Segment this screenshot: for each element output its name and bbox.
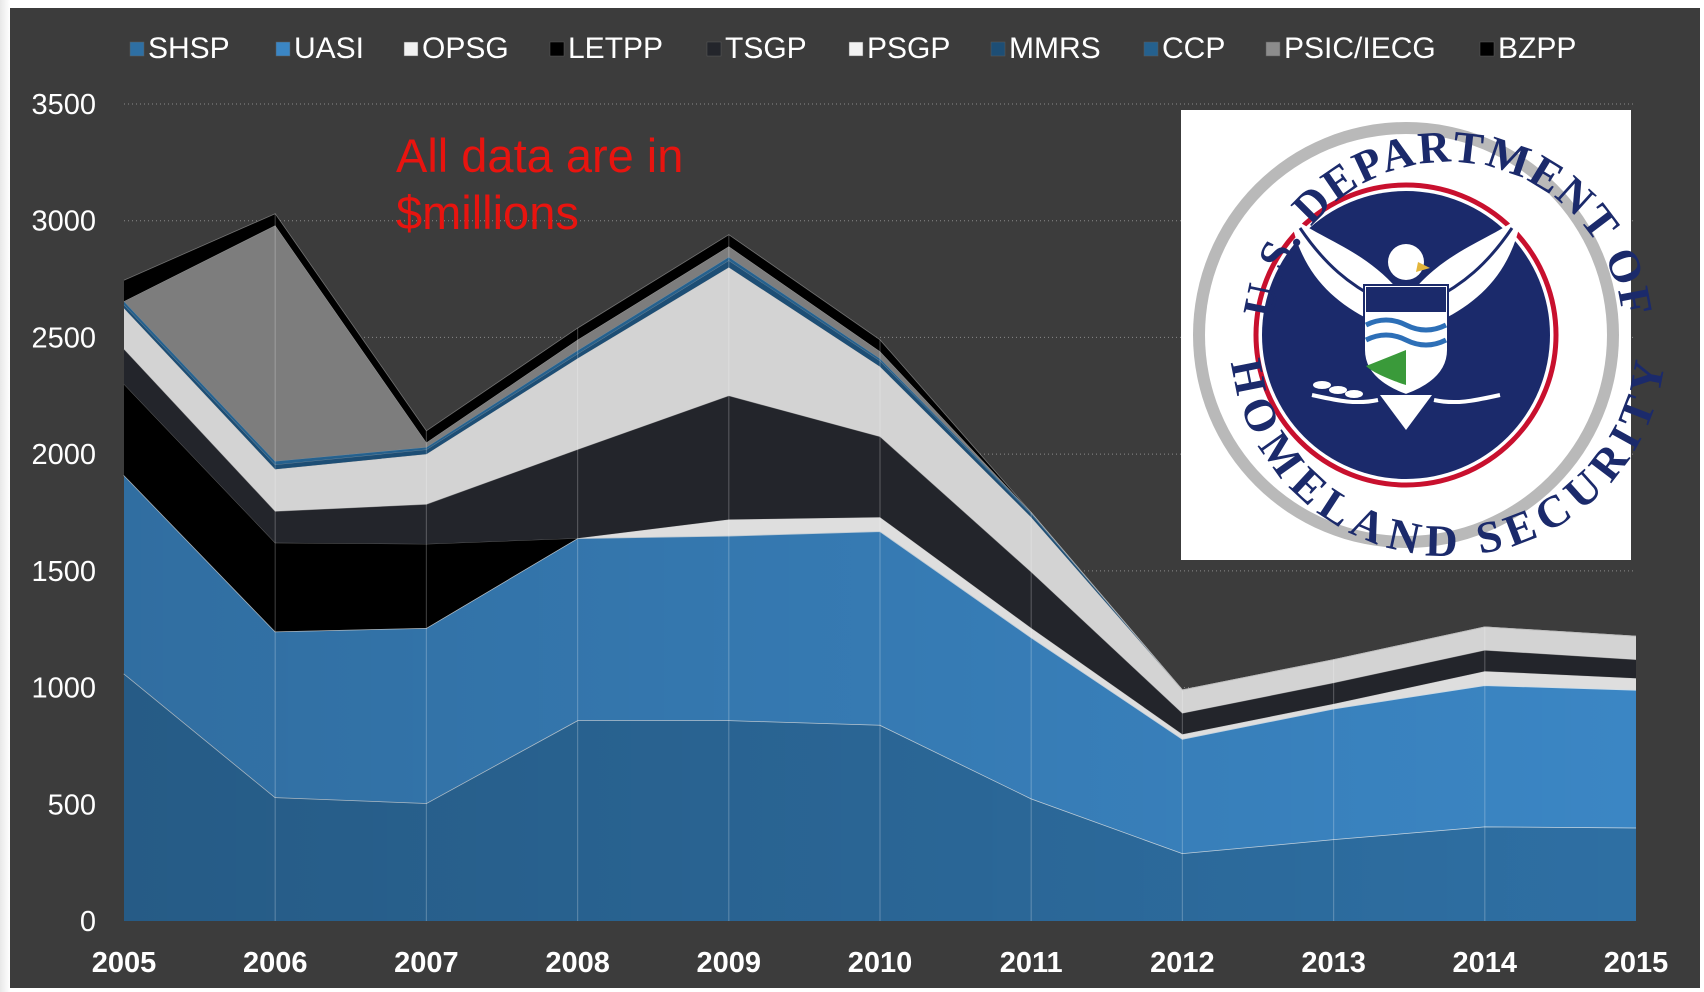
area-psic-iecg bbox=[124, 225, 1636, 690]
y-tick-label: 2000 bbox=[31, 439, 96, 471]
area-opsg bbox=[124, 475, 1636, 739]
x-tick-label: 2013 bbox=[1301, 947, 1366, 979]
legend-swatch bbox=[1265, 41, 1281, 57]
legend-label: SHSP bbox=[148, 32, 230, 65]
x-tick-label: 2008 bbox=[545, 947, 610, 979]
area-tsgp bbox=[124, 349, 1636, 735]
legend: SHSP UASI OPSG LETPP TSGP PSGP MMRS CCP PSIC/IEC… bbox=[129, 32, 1576, 65]
page-edge-fade bbox=[0, 0, 10, 992]
x-tick-label: 2014 bbox=[1453, 947, 1518, 979]
legend-label: TSGP bbox=[725, 32, 807, 65]
y-tick-label: 1000 bbox=[31, 673, 96, 705]
annotation-text: All data are in $millions bbox=[396, 129, 683, 239]
x-tick-label: 2006 bbox=[243, 947, 308, 979]
x-tick-label: 2011 bbox=[1000, 947, 1063, 979]
legend-label: PSGP bbox=[867, 32, 950, 65]
legend-swatch bbox=[549, 41, 565, 57]
x-tick-label: 2012 bbox=[1150, 947, 1215, 979]
area-series bbox=[123, 213, 1637, 921]
legend-swatch bbox=[990, 41, 1006, 57]
dhs-seal-logo: U.S. DEPARTMENT OF HOMELAND SECURITY bbox=[1181, 110, 1673, 566]
legend-swatch bbox=[275, 41, 291, 57]
legend-swatch bbox=[1143, 41, 1159, 57]
y-tick-label: 500 bbox=[48, 789, 96, 821]
x-tick-label: 2015 bbox=[1604, 947, 1669, 979]
y-tick-label: 0 bbox=[80, 906, 96, 938]
x-tick-label: 2010 bbox=[848, 947, 913, 979]
legend-label: PSIC/IECG bbox=[1284, 32, 1436, 65]
legend-swatch bbox=[848, 41, 864, 57]
blue-area-shading bbox=[124, 475, 1636, 921]
area-letpp bbox=[124, 384, 1636, 735]
legend-label: BZPP bbox=[1498, 32, 1576, 65]
legend-swatch bbox=[706, 41, 722, 57]
y-tick-label: 1500 bbox=[31, 556, 96, 588]
y-tick-label: 2500 bbox=[31, 322, 96, 354]
legend-label: OPSG bbox=[422, 32, 509, 65]
legend-swatch bbox=[129, 41, 145, 57]
legend-label: UASI bbox=[294, 32, 364, 65]
y-axis-ticks: 0 500 1000 1500 2000 2500 3000 3500 bbox=[31, 89, 96, 938]
area-bzpp-edge bbox=[123, 213, 1637, 691]
legend-label: MMRS bbox=[1009, 32, 1101, 65]
legend-label: LETPP bbox=[568, 32, 663, 65]
legend-swatch bbox=[403, 41, 419, 57]
area-psgp bbox=[124, 267, 1636, 714]
legend-label: CCP bbox=[1162, 32, 1225, 65]
y-tick-label: 3000 bbox=[31, 206, 96, 238]
x-tick-label: 2007 bbox=[394, 947, 459, 979]
legend-swatch bbox=[1479, 41, 1495, 57]
x-tick-label: 2009 bbox=[697, 947, 762, 979]
x-tick-label: 2005 bbox=[92, 947, 157, 979]
x-axis-ticks: 2005 2006 2007 2008 2009 2010 2011 2012 2013 2014… bbox=[92, 947, 1669, 979]
y-tick-label: 3500 bbox=[31, 89, 96, 121]
